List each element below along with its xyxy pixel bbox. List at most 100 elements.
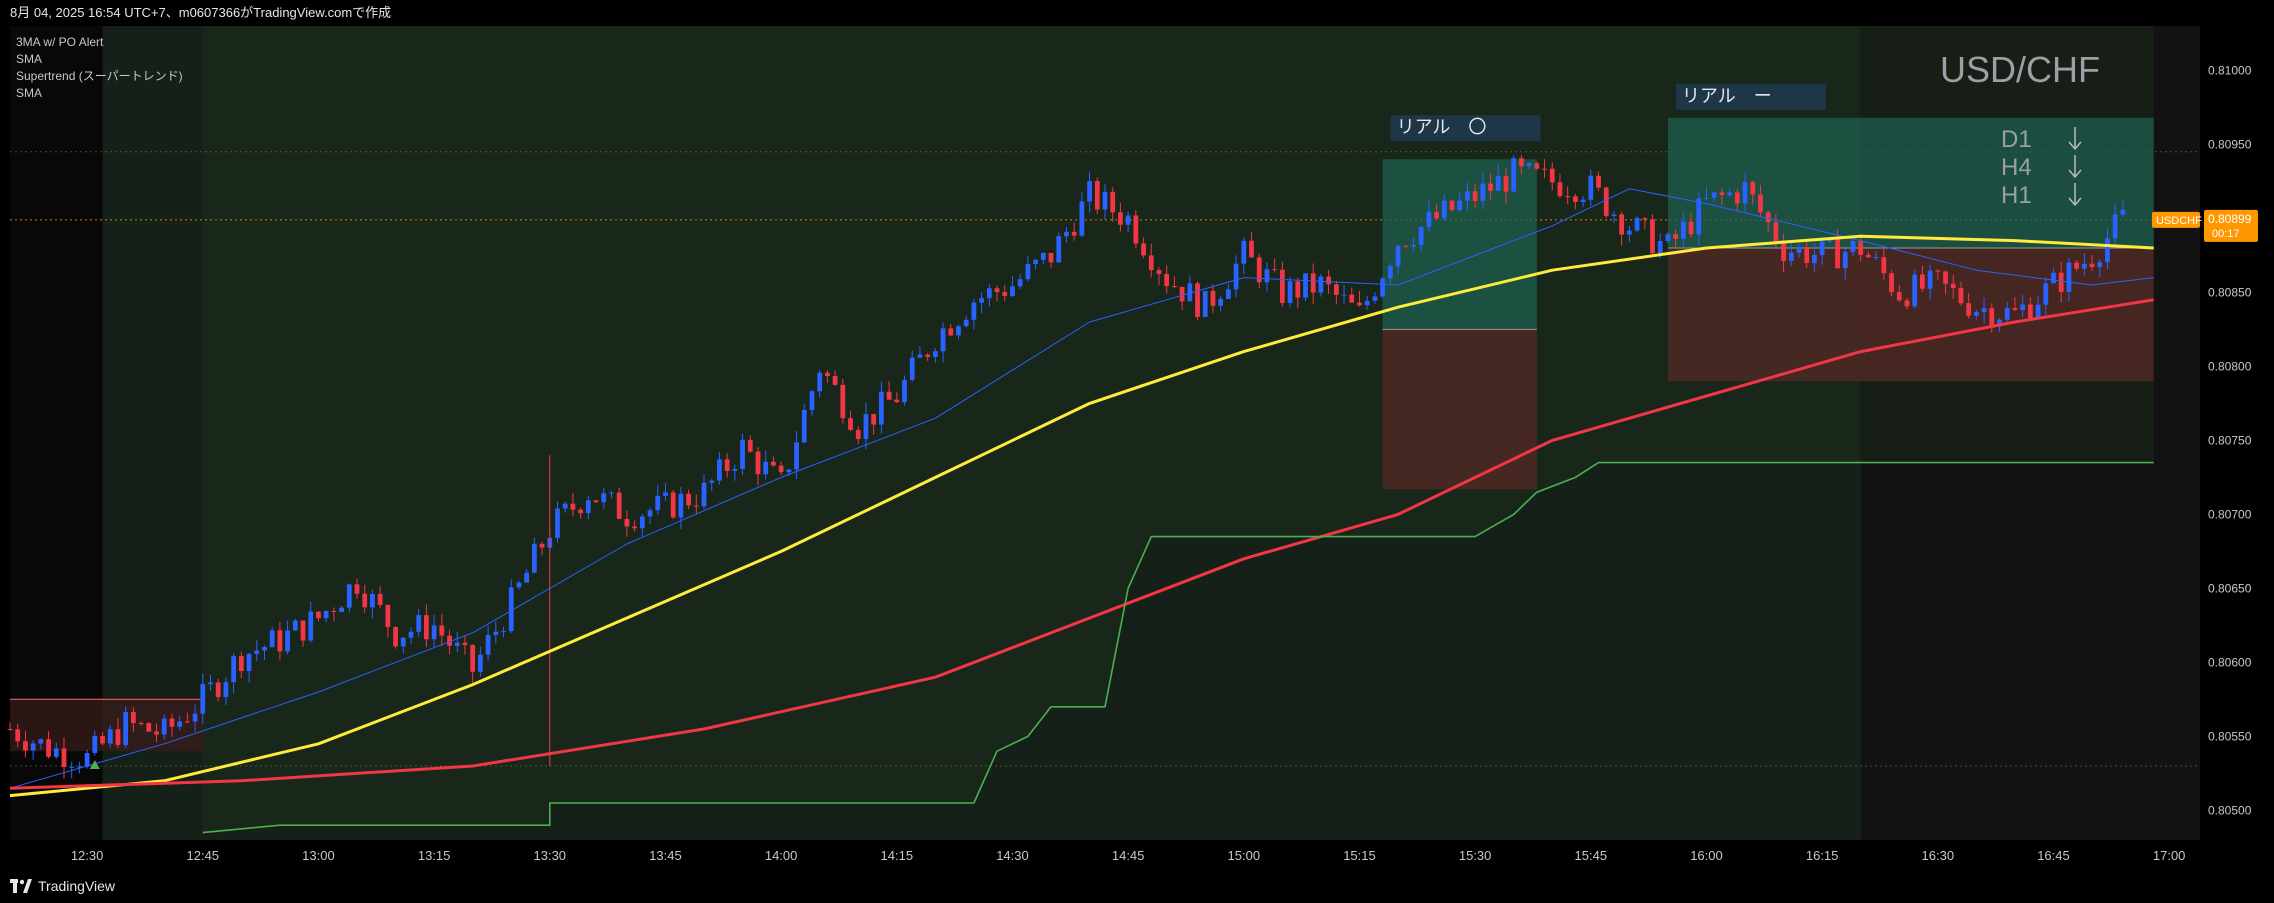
candle-body xyxy=(848,418,853,430)
candle-body xyxy=(393,627,398,647)
candle-body xyxy=(1279,269,1285,303)
candle-body xyxy=(1565,196,1571,198)
x-tick-label: 15:30 xyxy=(1459,848,1492,863)
candle-body xyxy=(46,739,51,757)
candle-body xyxy=(1202,290,1208,317)
tradingview-logo[interactable]: TradingView xyxy=(10,876,115,896)
candle-body xyxy=(771,461,776,466)
candle-body xyxy=(2112,214,2118,239)
candle-body xyxy=(747,439,753,452)
x-tick-label: 17:00 xyxy=(2153,848,2186,863)
symbol-tag xyxy=(2152,211,2200,228)
candle-body xyxy=(1819,241,1825,255)
indicator-supertrend[interactable]: Supertrend (スーパートレンド) xyxy=(16,69,183,83)
position-target-zone xyxy=(1667,117,2154,248)
price-tag xyxy=(2204,209,2258,242)
candle-body xyxy=(362,593,368,608)
candle-body xyxy=(1179,286,1185,302)
supertrend-fill xyxy=(202,26,2154,840)
candle-body xyxy=(1172,286,1177,288)
position-stop-zone xyxy=(1382,329,1537,490)
candle-body xyxy=(1927,270,1933,289)
candle-body xyxy=(1835,238,1840,269)
candle-body xyxy=(1696,198,1702,235)
candle-body xyxy=(809,391,815,411)
x-tick-label: 13:15 xyxy=(418,848,451,863)
candle-body xyxy=(609,492,614,494)
candle-body xyxy=(902,379,907,403)
candle-body xyxy=(1056,236,1062,263)
candle-body xyxy=(1249,240,1254,258)
candle-body xyxy=(1804,246,1810,264)
y-tick-label: 0.80700 xyxy=(2208,507,2252,521)
candle-body xyxy=(154,731,159,735)
candle-body xyxy=(516,582,522,588)
candle-body xyxy=(1611,214,1617,216)
x-tick-label: 16:15 xyxy=(1806,848,1839,863)
chart-header: 8月 04, 2025 16:54 UTC+7、m0607366がTrading… xyxy=(0,0,2274,26)
candle-body xyxy=(38,739,44,744)
indicator-sma-1[interactable]: SMA xyxy=(16,52,43,66)
y-tick-label: 0.80750 xyxy=(2208,433,2252,447)
candle-body xyxy=(254,650,260,654)
candle-body xyxy=(732,468,738,471)
tradingview-brand: TradingView xyxy=(38,878,116,894)
candle-body xyxy=(593,500,599,503)
candle-body xyxy=(1704,197,1709,199)
candle-body xyxy=(917,354,923,358)
indicator-sma-2[interactable]: SMA xyxy=(16,86,43,100)
candle-body xyxy=(1118,212,1123,225)
candle-body xyxy=(323,610,329,619)
timeframe-label: D1 xyxy=(2001,126,2032,153)
candle-body xyxy=(925,354,931,357)
candle-body xyxy=(130,712,136,723)
candle-body xyxy=(1750,182,1756,195)
candle-body xyxy=(1680,221,1686,239)
indicator-3ma[interactable]: 3MA w/ PO Alert xyxy=(16,35,104,49)
candle-body xyxy=(1866,254,1871,258)
candle-body xyxy=(1094,181,1100,210)
candle-body xyxy=(1156,270,1162,274)
candle-body xyxy=(501,631,506,633)
candle-body xyxy=(262,647,267,651)
candle-body xyxy=(1017,279,1023,287)
candle-body xyxy=(963,319,969,327)
x-tick-label: 14:30 xyxy=(996,848,1029,863)
candle-body xyxy=(825,372,830,376)
annotation-label: リアル 〇 xyxy=(1397,117,1487,138)
x-tick-label: 13:45 xyxy=(649,848,682,863)
candle-body xyxy=(693,505,699,507)
candle-body xyxy=(1002,292,1008,296)
candle-body xyxy=(2058,272,2064,293)
candle-body xyxy=(616,492,622,519)
candle-body xyxy=(663,492,668,496)
candle-body xyxy=(92,735,98,754)
candle-body xyxy=(886,391,892,400)
candle-body xyxy=(670,492,676,518)
candle-body xyxy=(1503,176,1509,192)
candle-body xyxy=(855,429,861,440)
candle-body xyxy=(1411,244,1416,247)
candle-body xyxy=(1534,163,1540,169)
candle-body xyxy=(1966,303,1972,316)
indicator-legend[interactable]: 3MA w/ PO Alert SMA Supertrend (スーパートレンド… xyxy=(16,34,183,102)
candle-body xyxy=(1858,241,1864,255)
candle-body xyxy=(524,572,530,583)
candle-body xyxy=(709,480,715,483)
candle-body xyxy=(1380,278,1385,297)
x-tick-label: 13:30 xyxy=(534,848,567,863)
candle-body xyxy=(1048,252,1054,263)
x-tick-label: 14:15 xyxy=(881,848,914,863)
candle-body xyxy=(1418,226,1424,245)
candle-body xyxy=(1457,200,1463,211)
candle-body xyxy=(639,516,645,529)
candle-body xyxy=(1364,300,1370,306)
candle-body xyxy=(1711,192,1717,198)
candle-body xyxy=(161,718,167,735)
candle-body xyxy=(100,735,105,744)
candle-body xyxy=(2097,262,2103,268)
candle-body xyxy=(585,500,591,514)
candle-body xyxy=(246,653,252,672)
candle-body xyxy=(77,766,82,768)
